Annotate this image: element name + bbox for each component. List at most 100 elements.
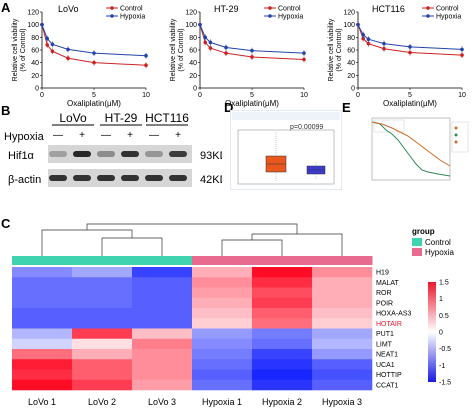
y-tick-label: 20 xyxy=(31,73,39,80)
data-point xyxy=(361,33,365,37)
column-label: LoVo 1 xyxy=(28,397,56,407)
y-axis-label-line2: (% of Control) xyxy=(20,28,27,71)
scale-tick-label: 0 xyxy=(439,330,443,337)
x-axis-label: Oxaliplatin(μM) xyxy=(383,99,437,108)
data-point xyxy=(302,51,306,55)
heatmap-cell xyxy=(192,349,253,360)
data-point xyxy=(66,47,70,52)
row-label: H19 xyxy=(376,270,389,277)
column-label: Hypoxia 2 xyxy=(262,397,302,407)
heatmap-cell xyxy=(132,369,193,381)
data-point xyxy=(382,41,386,46)
legend-marker xyxy=(110,6,114,10)
row-label: HOTAIR xyxy=(376,321,402,328)
heatmap-cell xyxy=(12,379,73,391)
y-tick-label: 60 xyxy=(189,48,197,55)
blot-strip xyxy=(48,145,192,163)
heatmap: H19 MALAT ROR POIR HOXA-AS3 HOTAIR PUT1 LIMT NEA… xyxy=(12,223,454,407)
group-legend-swatch xyxy=(412,248,422,256)
x-axis-label: Oxaliplatin(μM) xyxy=(67,99,121,108)
heatmap-cell xyxy=(72,369,133,381)
data-point xyxy=(250,48,254,53)
legend-marker xyxy=(426,14,430,18)
heatmap-cell xyxy=(312,287,373,299)
series-line xyxy=(41,24,147,57)
heatmap-cell xyxy=(12,277,73,288)
data-point xyxy=(208,40,213,45)
data-point xyxy=(45,43,49,47)
heatmap-cell xyxy=(312,318,373,329)
column-label: Hypoxia 3 xyxy=(322,397,362,407)
heatmap-cell xyxy=(72,287,133,299)
row-label: LIMT xyxy=(376,341,393,348)
data-point xyxy=(356,22,360,27)
x-axis-label: Oxaliplatin(μM) xyxy=(225,99,279,108)
group-bar-cell xyxy=(312,256,373,265)
y-tick-label: 40 xyxy=(347,60,355,67)
blot-band xyxy=(97,151,115,157)
cell-line-label: HT-29 xyxy=(105,111,138,125)
blot-band xyxy=(73,175,91,181)
heatmap-cell xyxy=(132,277,193,288)
row-label: PUT1 xyxy=(376,331,394,338)
lane-sign: — xyxy=(53,130,63,141)
lane-sign: + xyxy=(79,130,85,141)
heatmap-cell xyxy=(132,297,193,309)
heatmap-cell xyxy=(252,287,313,299)
data-point xyxy=(50,49,55,54)
legend-marker xyxy=(110,14,114,18)
size-label: 93KD xyxy=(200,150,222,162)
data-point xyxy=(224,45,228,50)
group-legend-label: Control xyxy=(425,238,451,247)
heatmap-cell xyxy=(252,338,313,350)
scale-tick-label: 0.5 xyxy=(439,313,449,320)
y-tick-label: 40 xyxy=(189,60,197,67)
data-point xyxy=(302,57,306,62)
data-point xyxy=(408,50,412,55)
heatmap-cell xyxy=(252,328,313,340)
blot-band xyxy=(145,175,163,181)
lane-sign: — xyxy=(101,130,111,141)
heatmap-cell xyxy=(312,379,373,391)
heatmap-cell xyxy=(132,318,193,329)
line-chart-hct116: 0 20 40 60 80 100 120 0 5 10 Oxaliplatin(μM) Relati… xyxy=(328,4,466,108)
group-legend-label: Hypoxia xyxy=(425,248,454,257)
y-axis-label: Relative cell viability(% of Control) xyxy=(12,18,27,81)
scale-tick-label: 1 xyxy=(439,296,443,303)
heatmap-cell xyxy=(312,369,373,381)
heatmap-cell xyxy=(72,318,133,329)
heatmap-cell xyxy=(192,379,253,391)
blot-band xyxy=(73,151,91,157)
column-label: Hypoxia 1 xyxy=(202,397,242,407)
heatmap-cell xyxy=(72,328,133,340)
heatmap-cell xyxy=(252,369,313,381)
heatmap-cell xyxy=(192,359,253,370)
scale-tick-label: 1.5 xyxy=(439,280,449,287)
y-tick-label: 80 xyxy=(189,35,197,42)
group-bar-cell xyxy=(12,256,73,265)
series-line xyxy=(199,24,305,54)
panel-label-c: C xyxy=(1,216,11,231)
heatmap-cell xyxy=(312,359,373,370)
size-label: 42KD xyxy=(200,174,222,186)
x-tick-label: 0 xyxy=(356,92,360,99)
heatmap-cell xyxy=(192,369,253,381)
heatmap-cell xyxy=(312,328,373,340)
x-tick-label: 10 xyxy=(458,92,466,99)
data-point xyxy=(203,40,207,45)
heatmap-cell xyxy=(72,359,133,370)
heatmap-cell xyxy=(312,277,373,288)
heatmap-cell xyxy=(192,277,253,288)
blot-band xyxy=(121,151,139,157)
row-label: HOTTIP xyxy=(376,372,402,379)
blot-band xyxy=(169,151,187,157)
row-label: HOXA-AS3 xyxy=(376,311,412,318)
column-label: LoVo 3 xyxy=(148,397,176,407)
heatmap-cell xyxy=(132,359,193,370)
blot-band xyxy=(49,151,67,157)
heatmap-cell xyxy=(72,267,133,278)
heatmap-cell xyxy=(132,338,193,350)
y-axis-label-line1: Relative cell viability xyxy=(12,18,19,81)
heatmap-cell xyxy=(192,328,253,340)
heatmap-cell xyxy=(12,369,73,381)
